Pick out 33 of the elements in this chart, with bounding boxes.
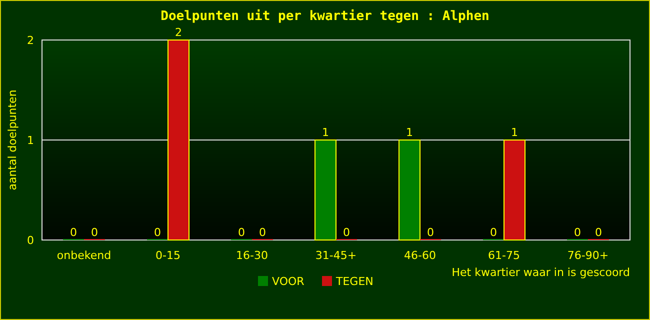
data-label: 0 (238, 226, 245, 239)
bar (168, 40, 190, 240)
data-label: 0 (154, 226, 161, 239)
y-axis-title: aantal doelpunten (6, 90, 19, 190)
chart-title: Doelpunten uit per kwartier tegen : Alphen (160, 9, 490, 24)
x-tick-label: 76-90+ (567, 249, 609, 262)
data-label: 0 (91, 226, 98, 239)
legend-label: VOOR (272, 275, 305, 288)
data-label: 1 (322, 126, 329, 139)
data-label: 1 (406, 126, 413, 139)
data-label: 1 (511, 126, 518, 139)
data-label: 0 (427, 226, 434, 239)
x-tick-label: onbekend (56, 249, 112, 262)
data-label: 0 (343, 226, 350, 239)
x-tick-label: 61-75 (488, 249, 520, 262)
bar (504, 140, 526, 240)
y-tick-label: 0 (27, 234, 34, 247)
x-tick-label: 0-15 (156, 249, 180, 262)
data-label: 0 (595, 226, 602, 239)
data-label: 2 (175, 26, 182, 39)
x-tick-label: 16-30 (236, 249, 268, 262)
legend-label: TEGEN (335, 275, 374, 288)
data-label: 0 (70, 226, 77, 239)
bar (314, 140, 336, 240)
x-tick-label: 46-60 (404, 249, 436, 262)
bar (398, 140, 420, 240)
data-label: 0 (490, 226, 497, 239)
x-tick-label: 31-45+ (315, 249, 357, 262)
y-tick-label: 1 (27, 134, 34, 147)
data-label: 0 (574, 226, 581, 239)
x-axis-title: Het kwartier waar in is gescoord (452, 266, 630, 279)
y-tick-label: 2 (27, 34, 34, 47)
data-label: 0 (259, 226, 266, 239)
